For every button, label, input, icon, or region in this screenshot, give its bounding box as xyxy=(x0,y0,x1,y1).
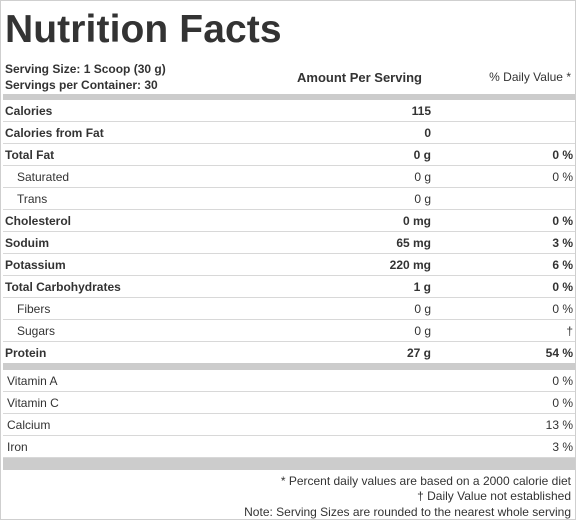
vitamin-row-iron: Iron 3 % xyxy=(3,436,575,458)
footnote-rounding: Note: Serving Sizes are rounded to the n… xyxy=(244,505,571,519)
vitamin-row-calcium: Calcium 13 % xyxy=(3,414,575,436)
nutrient-name: Sugars xyxy=(17,324,56,338)
nutrient-name: Soduim xyxy=(5,236,49,250)
footnote-daily-values: * Percent daily values are based on a 20… xyxy=(280,474,571,488)
nutrient-name: Potassium xyxy=(5,258,66,272)
nutrient-row-calories: Calories 115 xyxy=(3,100,575,122)
nutrient-amount: 0 g xyxy=(414,302,431,316)
nutrient-row-protein: Protein 27 g 54 % xyxy=(3,342,575,364)
nutrient-daily-value: 0 % xyxy=(552,214,573,228)
page-title: Nutrition Facts xyxy=(5,8,282,51)
footnote-dagger: † Daily Value not established xyxy=(417,489,571,503)
nutrient-daily-value: 3 % xyxy=(552,236,573,250)
nutrient-row-trans: Trans 0 g xyxy=(3,188,575,210)
vitamin-daily-value: 0 % xyxy=(552,374,573,388)
nutrient-name: Protein xyxy=(5,346,47,360)
nutrient-daily-value: 0 % xyxy=(552,280,573,294)
nutrient-row-sodium: Soduim 65 mg 3 % xyxy=(3,232,575,254)
vitamin-daily-value: 0 % xyxy=(552,396,573,410)
nutrient-daily-value: 6 % xyxy=(552,258,573,272)
nutrient-name: Calories from Fat xyxy=(5,126,104,140)
nutrient-daily-value: 0 % xyxy=(552,302,573,316)
nutrient-daily-value: 0 % xyxy=(552,148,573,162)
nutrient-amount: 0 g xyxy=(414,324,431,338)
nutrient-name: Total Carbohydrates xyxy=(5,280,121,294)
divider-band-top xyxy=(3,94,575,100)
nutrient-amount: 27 g xyxy=(406,346,431,360)
nutrient-amount: 0 g xyxy=(414,170,431,184)
nutrient-row-potassium: Potassium 220 mg 6 % xyxy=(3,254,575,276)
vitamin-daily-value: 13 % xyxy=(545,418,573,432)
nutrient-name: Calories xyxy=(5,104,53,118)
vitamin-name: Iron xyxy=(7,440,28,454)
nutrient-row-saturated: Saturated 0 g 0 % xyxy=(3,166,575,188)
divider-band-bottom xyxy=(3,458,575,470)
nutrient-amount: 0 g xyxy=(413,148,431,162)
nutrient-daily-value: 0 % xyxy=(552,170,573,184)
nutrient-amount: 115 xyxy=(411,104,431,118)
serving-size: Serving Size: 1 Scoop (30 g) xyxy=(5,62,166,76)
daily-value-header: % Daily Value * xyxy=(489,70,571,84)
nutrient-row-total-carbohydrates: Total Carbohydrates 1 g 0 % xyxy=(3,276,575,298)
nutrient-row-total-fat: Total Fat 0 g 0 % xyxy=(3,144,575,166)
nutrient-amount: 65 mg xyxy=(396,236,431,250)
nutrient-name: Total Fat xyxy=(5,148,55,162)
vitamin-name: Vitamin A xyxy=(7,374,58,388)
nutrient-name: Trans xyxy=(17,192,48,206)
vitamin-row-c: Vitamin C 0 % xyxy=(3,392,575,414)
nutrient-amount: 0 mg xyxy=(402,214,431,228)
vitamin-name: Vitamin C xyxy=(7,396,59,410)
vitamin-name: Calcium xyxy=(7,418,51,432)
nutrient-row-sugars: Sugars 0 g † xyxy=(3,320,575,342)
nutrient-table: Calories 115 Calories from Fat 0 Total F… xyxy=(3,100,575,364)
nutrient-name: Saturated xyxy=(17,170,70,184)
nutrient-amount: 0 g xyxy=(414,192,431,206)
nutrient-name: Cholesterol xyxy=(5,214,72,228)
servings-per-container: Servings per Container: 30 xyxy=(5,78,158,92)
nutrient-daily-value: † xyxy=(566,324,573,338)
nutrient-row-fibers: Fibers 0 g 0 % xyxy=(3,298,575,320)
nutrient-amount: 1 g xyxy=(413,280,431,294)
nutrient-row-cholesterol: Cholesterol 0 mg 0 % xyxy=(3,210,575,232)
amount-per-serving-header: Amount Per Serving xyxy=(297,70,422,85)
divider-band-middle xyxy=(3,363,575,370)
nutrient-daily-value: 54 % xyxy=(545,346,573,360)
vitamin-table: Vitamin A 0 % Vitamin C 0 % Calcium 13 %… xyxy=(3,370,575,458)
nutrient-amount: 0 xyxy=(424,126,431,140)
vitamin-daily-value: 3 % xyxy=(552,440,573,454)
vitamin-row-a: Vitamin A 0 % xyxy=(3,370,575,392)
nutrient-amount: 220 mg xyxy=(389,258,431,272)
nutrient-row-calories-from-fat: Calories from Fat 0 xyxy=(3,122,575,144)
nutrient-name: Fibers xyxy=(17,302,51,316)
